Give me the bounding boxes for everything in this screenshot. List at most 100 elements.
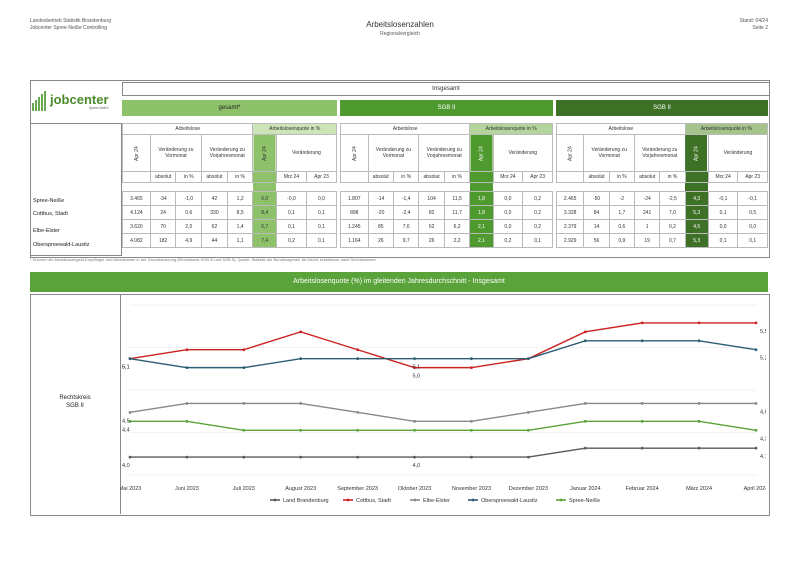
header-vorjahr: Veränderung zu Vorjahresmonat: [633, 134, 686, 172]
header-mrz24: Mrz 24: [492, 171, 524, 183]
table-cell: 4,5: [684, 219, 709, 234]
data-point: [242, 402, 246, 405]
data-label: 5,5: [760, 329, 766, 335]
data-label: 4,0: [122, 463, 130, 469]
header-mrz24: Mrz 24: [707, 171, 739, 183]
data-point: [640, 402, 644, 405]
page-title: Arbeitslosenzahlen: [366, 20, 434, 29]
data-label: 5,2: [760, 356, 766, 362]
data-point: [470, 428, 473, 432]
legend-swatch-dot: [559, 498, 563, 502]
data-point: [526, 455, 530, 459]
data-point: [299, 428, 303, 432]
table-cell: -14: [367, 191, 394, 206]
data-label: 5,1: [413, 365, 421, 371]
table-row: 2.465 -50 -2 -24 -2,5 4,3 -0,1 -0,1: [555, 191, 768, 206]
header-apr24: Apr 24: [122, 134, 151, 172]
spacer-cell: [150, 183, 176, 192]
data-label: 4,4: [122, 427, 130, 433]
table-row: 3.328 84 1,7 241 7,0 5,3 0,1 0,5: [555, 205, 768, 220]
spacer-cell: [685, 182, 709, 192]
table-row: 4.082 182 4,9 44 1,1 7,4 0,2 0,1: [122, 233, 338, 248]
table-cell: 84: [583, 205, 610, 220]
table-cell: 1,8: [469, 191, 494, 206]
header-absolut: absolut: [633, 171, 661, 183]
data-table-group-1: Arbeitslose Arbeitslosenquote in % Apr 24 V…: [121, 123, 338, 248]
spacer-cell: [368, 183, 393, 192]
table-row: 2.379 14 0,6 1 0,2 4,5 0,0 0,0: [555, 219, 768, 234]
data-point: [470, 366, 473, 370]
table-cell: 0,0: [305, 191, 338, 206]
data-point: [128, 357, 132, 361]
header-inpct: in %: [659, 171, 686, 183]
table-row: 898 -20 -2,4 82 11,7 1,8 0,0 0,2: [340, 205, 553, 220]
table-cell: 0,1: [275, 219, 307, 234]
chart-side-panel: Rechtskreis SGB II: [30, 294, 121, 514]
table-cell: 4.124: [122, 205, 151, 220]
data-point: [185, 455, 189, 459]
data-point: [356, 455, 360, 459]
header-left-line1: Landesbetrieb Statistik Brandenburg: [30, 18, 111, 24]
table-cell: 0,0: [737, 219, 768, 234]
table-cell: -24: [633, 191, 661, 206]
table-cell: 2,1: [469, 233, 494, 248]
group-header-sgb2-a: SGB II: [340, 100, 553, 116]
header-vorjahr: Veränderung zu Vorjahresmonat: [201, 134, 254, 172]
footnote: * Summe der Arbeitslosengeld-Empfänger u…: [30, 257, 376, 262]
table-cell: 0,2: [522, 219, 553, 234]
header-left: Landesbetrieb Statistik Brandenburg Jobc…: [30, 18, 111, 32]
header-right: Stand: 04/24 Seite 2: [740, 18, 768, 32]
region-label: Spree-Neiße: [33, 198, 65, 204]
data-point: [299, 357, 303, 361]
table-cell: 8,5: [226, 205, 254, 220]
spacer-cell: [227, 183, 253, 192]
table-cell: 330: [201, 205, 228, 220]
x-tick-label: Dezember 2023: [509, 486, 548, 492]
chart-side-label-line2: SGB II: [66, 403, 84, 409]
table-row: 2.929 56 0,9 19 0,7 5,3 0,1 0,1: [555, 233, 768, 248]
header-inpct: in %: [443, 171, 471, 183]
spacer-cell: [493, 183, 523, 192]
header-vormonat: Veränderung zu Vormonat: [367, 134, 420, 172]
table-cell: 0,2: [659, 219, 686, 234]
table-cell: 0,0: [492, 191, 524, 206]
spacer-cell: [419, 183, 444, 192]
legend-label: Land Brandenburg: [283, 498, 329, 504]
header-left-line2: Jobcenter Spree-Neiße Controlling: [30, 25, 107, 31]
header-veraenderung: Veränderung: [275, 134, 338, 172]
table-cell: 0,0: [707, 219, 739, 234]
data-point: [640, 339, 644, 343]
data-point: [356, 410, 360, 414]
x-tick-label: März 2024: [686, 486, 712, 492]
header-quote-apr24: Apr 24: [252, 134, 277, 172]
header-inpct: in %: [175, 171, 203, 183]
header-vorjahr: Veränderung zu Vorjahresmonat: [418, 134, 471, 172]
table-cell: 1.245: [340, 219, 369, 234]
header-veraenderung: Veränderung: [492, 134, 554, 172]
data-point: [356, 428, 360, 432]
header-center: Arbeitslosenzahlen Regionalvergleich: [300, 20, 500, 37]
table-cell: 1.164: [340, 233, 369, 248]
table-cell: -2: [608, 191, 635, 206]
header-inpct: in %: [392, 171, 420, 183]
legend-swatch-dot: [273, 498, 277, 502]
x-tick-label: Mai 2023: [120, 486, 141, 492]
table-cell: 0,6: [608, 219, 635, 234]
table-cell: 7,4: [252, 233, 277, 248]
table-cell: -20: [367, 205, 394, 220]
data-point: [640, 321, 644, 325]
table-cell: 85: [367, 219, 394, 234]
table-cell: 0,1: [707, 205, 739, 220]
data-point: [413, 455, 416, 459]
data-point: [470, 419, 473, 423]
table-cell: 19: [633, 233, 661, 248]
table-cell: 14: [583, 219, 610, 234]
data-point: [299, 402, 303, 405]
table-cell: 26: [418, 233, 445, 248]
x-tick-label: Juni 2023: [175, 486, 199, 492]
header-absolut: absolut: [583, 171, 610, 183]
data-point: [299, 330, 303, 334]
chart-side-label: Rechtskreis SGB II: [30, 394, 120, 410]
spacer-cell: [708, 183, 738, 192]
data-point: [470, 455, 473, 459]
